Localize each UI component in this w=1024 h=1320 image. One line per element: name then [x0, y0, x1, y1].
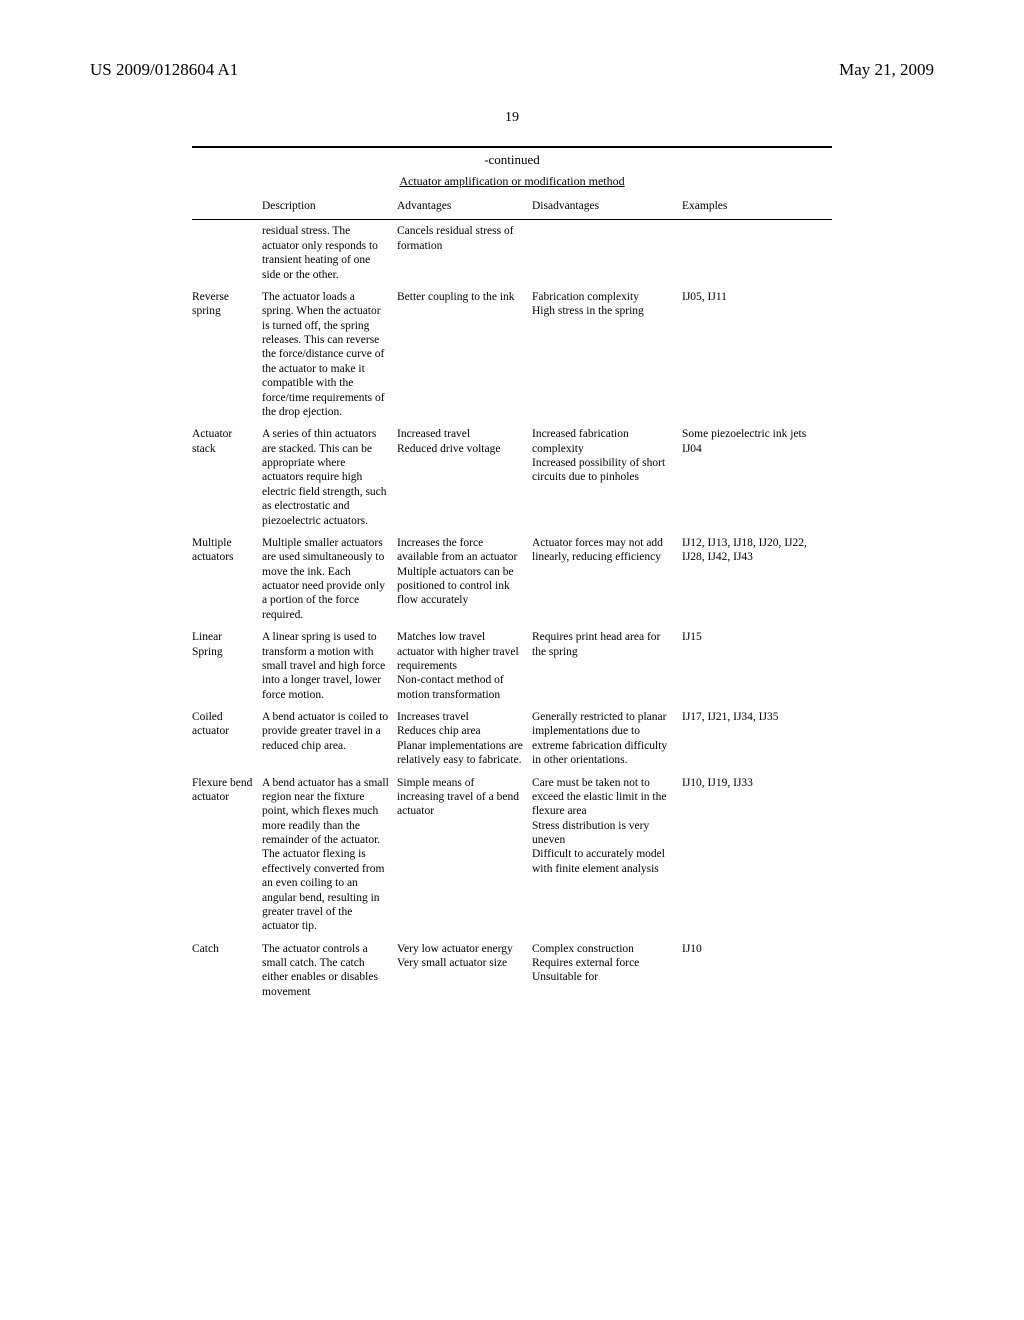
table-row: Linear SpringA linear spring is used to … — [192, 626, 832, 706]
cell-description: The actuator controls a small catch. The… — [262, 938, 397, 1004]
table-row: Reverse springThe actuator loads a sprin… — [192, 286, 832, 423]
cell-examples: IJ12, IJ13, IJ18, IJ20, IJ22, IJ28, IJ42… — [682, 532, 832, 626]
cell-description: The actuator loads a spring. When the ac… — [262, 286, 397, 423]
cell-disadvantages: Care must be taken not to exceed the ela… — [532, 772, 682, 938]
table-row: Actuator stackA series of thin actuators… — [192, 423, 832, 532]
cell-examples: IJ10 — [682, 938, 832, 1004]
cell-examples: IJ17, IJ21, IJ34, IJ35 — [682, 706, 832, 772]
cell-name: Flexure bend actuator — [192, 772, 262, 938]
cell-disadvantages: Requires print head area for the spring — [532, 626, 682, 706]
cell-name: Coiled actuator — [192, 706, 262, 772]
top-rule — [192, 146, 832, 148]
cell-advantages: Increased travelReduced drive voltage — [397, 423, 532, 532]
cell-disadvantages: Actuator forces may not add linearly, re… — [532, 532, 682, 626]
col-name — [192, 193, 262, 220]
cell-name: Multiple actuators — [192, 532, 262, 626]
cell-description: A bend actuator has a small region near … — [262, 772, 397, 938]
cell-advantages: Very low actuator energyVery small actua… — [397, 938, 532, 1004]
table-wrapper: -continued Actuator amplification or mod… — [192, 146, 832, 1003]
patent-number: US 2009/0128604 A1 — [90, 60, 238, 80]
cell-examples — [682, 220, 832, 286]
page-container: US 2009/0128604 A1 May 21, 2009 19 -cont… — [0, 0, 1024, 1043]
col-advantages: Advantages — [397, 193, 532, 220]
page-header: US 2009/0128604 A1 May 21, 2009 — [90, 60, 934, 80]
cell-advantages: Increases travelReduces chip areaPlanar … — [397, 706, 532, 772]
continued-label: -continued — [192, 152, 832, 168]
col-disadvantages: Disadvantages — [532, 193, 682, 220]
cell-name: Catch — [192, 938, 262, 1004]
page-number: 19 — [90, 110, 934, 126]
actuator-table: Description Advantages Disadvantages Exa… — [192, 193, 832, 1003]
cell-description: residual stress. The actuator only respo… — [262, 220, 397, 286]
table-title: Actuator amplification or modification m… — [192, 174, 832, 189]
cell-disadvantages — [532, 220, 682, 286]
cell-description: A linear spring is used to transform a m… — [262, 626, 397, 706]
table-row: residual stress. The actuator only respo… — [192, 220, 832, 286]
cell-description: A bend actuator is coiled to provide gre… — [262, 706, 397, 772]
cell-disadvantages: Fabrication complexityHigh stress in the… — [532, 286, 682, 423]
col-examples: Examples — [682, 193, 832, 220]
cell-advantages: Matches low travel actuator with higher … — [397, 626, 532, 706]
cell-disadvantages: Increased fabrication complexityIncrease… — [532, 423, 682, 532]
table-row: Flexure bend actuatorA bend actuator has… — [192, 772, 832, 938]
cell-examples: IJ05, IJ11 — [682, 286, 832, 423]
cell-name: Reverse spring — [192, 286, 262, 423]
cell-examples: IJ15 — [682, 626, 832, 706]
cell-disadvantages: Complex constructionRequires external fo… — [532, 938, 682, 1004]
table-row: CatchThe actuator controls a small catch… — [192, 938, 832, 1004]
cell-advantages: Cancels residual stress of formation — [397, 220, 532, 286]
cell-name — [192, 220, 262, 286]
cell-advantages: Better coupling to the ink — [397, 286, 532, 423]
cell-description: A series of thin actuators are stacked. … — [262, 423, 397, 532]
table-row: Coiled actuatorA bend actuator is coiled… — [192, 706, 832, 772]
cell-advantages: Increases the force available from an ac… — [397, 532, 532, 626]
cell-examples: IJ10, IJ19, IJ33 — [682, 772, 832, 938]
cell-description: Multiple smaller actuators are used simu… — [262, 532, 397, 626]
cell-disadvantages: Generally restricted to planar implement… — [532, 706, 682, 772]
cell-advantages: Simple means of increasing travel of a b… — [397, 772, 532, 938]
table-header-row: Description Advantages Disadvantages Exa… — [192, 193, 832, 220]
col-description: Description — [262, 193, 397, 220]
cell-name: Linear Spring — [192, 626, 262, 706]
table-row: Multiple actuatorsMultiple smaller actua… — [192, 532, 832, 626]
cell-name: Actuator stack — [192, 423, 262, 532]
patent-date: May 21, 2009 — [839, 60, 934, 80]
cell-examples: Some piezoelectric ink jetsIJ04 — [682, 423, 832, 532]
